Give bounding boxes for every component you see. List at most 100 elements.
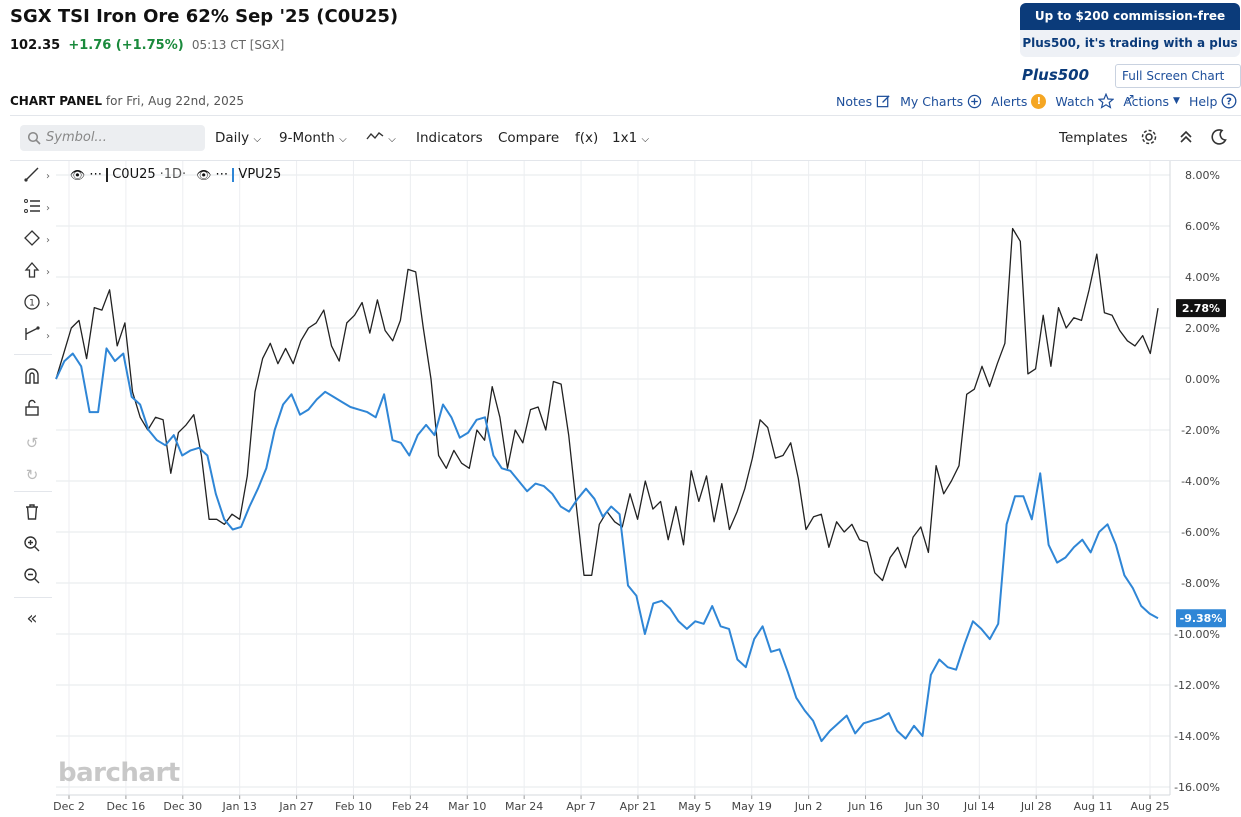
price-change: +1.76 (+1.75%)	[68, 38, 184, 53]
double-chevron-up-icon	[1180, 130, 1192, 143]
more-icon[interactable]: ⋯	[89, 167, 103, 182]
delete-button[interactable]	[20, 503, 44, 527]
trash-icon	[26, 504, 38, 520]
help-link[interactable]: Help ?	[1189, 93, 1238, 109]
undo-button[interactable]: ↺	[20, 431, 44, 455]
number-circle-icon: 1	[24, 294, 40, 310]
symbol-search-input[interactable]: Symbol...	[20, 125, 205, 151]
trendline-icon	[24, 167, 39, 182]
star-icon	[1098, 93, 1115, 109]
promo-banner[interactable]: Up to $200 commission-free bonus Plus500…	[1020, 3, 1240, 57]
more-icon[interactable]: ⋯	[215, 167, 229, 182]
quote-line: 102.35 +1.76 (+1.75%) 05:13 CT [SGX]	[10, 38, 284, 53]
actions-link[interactable]: Actions ▼	[1123, 94, 1180, 109]
my-charts-link[interactable]: My Charts	[900, 94, 982, 109]
actions-label: Actions	[1123, 93, 1170, 109]
eye-icon[interactable]: 👁	[196, 167, 212, 182]
measure-tool-button[interactable]: ›	[20, 325, 50, 349]
y-tick-label: -6.00%	[1181, 526, 1220, 539]
undo-icon: ↺	[25, 434, 39, 452]
watch-link[interactable]: Watch	[1055, 93, 1115, 109]
legend-series1-suffix: ·1D·	[159, 167, 187, 182]
y-tick-label: -14.00%	[1174, 730, 1220, 743]
lock-button[interactable]	[20, 399, 44, 423]
promo-bottom[interactable]: Plus500, it's trading with a plus	[1022, 36, 1238, 50]
collapse-button[interactable]	[1178, 128, 1194, 150]
alert-icon: !	[1031, 93, 1047, 109]
y-tick-label: 8.00%	[1185, 169, 1220, 182]
zoom-in-button[interactable]	[20, 535, 44, 559]
shape-tool-button[interactable]: ›	[20, 229, 50, 253]
measure-icon	[25, 326, 40, 340]
last-value-badge	[1176, 299, 1226, 318]
chevron-down-icon: ⌵	[253, 134, 262, 145]
trendline-tool-button[interactable]: ›	[20, 165, 50, 189]
chevron-down-icon: ⌵	[339, 134, 347, 145]
last-value-badge	[1176, 609, 1226, 628]
x-tick-label: Feb 10	[335, 800, 372, 813]
compare-button[interactable]: Compare	[498, 130, 560, 146]
plus-circle-icon	[967, 94, 982, 108]
magnet-button[interactable]	[20, 367, 44, 391]
series-line-C0U25[interactable]	[55, 227, 1159, 582]
collapse-sidebar-button[interactable]: «	[20, 607, 44, 631]
notes-link[interactable]: Notes	[836, 94, 891, 109]
y-tick-label: 0.00%	[1185, 373, 1220, 386]
x-tick-label: Aug 11	[1074, 800, 1113, 813]
arrow-tool-button[interactable]: ›	[20, 261, 50, 285]
y-tick-label: -8.00%	[1181, 577, 1220, 590]
external-arrow-icon: ↗	[1125, 91, 1136, 105]
x-tick-label: May 19	[732, 800, 772, 813]
sidebar-divider	[14, 597, 52, 598]
legend-series2: VPU25	[238, 167, 282, 182]
series-line-VPU25[interactable]	[55, 347, 1159, 743]
chart-top-links: Notes My Charts Alerts ! Watch Actions ▼…	[836, 93, 1237, 109]
chart-panel-date: for Fri, Aug 22nd, 2025	[105, 94, 245, 108]
x-tick-label: May 5	[678, 800, 711, 813]
eye-icon[interactable]: 👁	[70, 167, 86, 182]
x-tick-label: Mar 24	[505, 800, 543, 813]
notes-label: Notes	[836, 93, 873, 109]
series1-swatch	[106, 167, 109, 182]
y-tick-label: -12.00%	[1174, 679, 1220, 692]
full-screen-chart-button[interactable]: Full Screen Chart ↗	[1115, 64, 1241, 105]
y-tick-label: 2.00%	[1185, 322, 1220, 335]
settings-button[interactable]	[1140, 128, 1158, 150]
help-label: Help	[1188, 93, 1218, 109]
full-screen-chart-label: Full Screen Chart	[1122, 69, 1225, 83]
interval-dropdown[interactable]: Daily ⌵	[215, 130, 261, 146]
redo-icon: ↻	[25, 466, 39, 484]
series2-swatch	[232, 167, 235, 182]
plus500-logo[interactable]: Plus500	[1022, 66, 1090, 84]
line-chart-icon	[366, 132, 384, 140]
fx-button[interactable]: f(x)	[575, 130, 599, 146]
alerts-link[interactable]: Alerts !	[991, 93, 1047, 109]
chart-toolbar: Symbol... Daily ⌵ 9-Month ⌵ ⌵ Indicators…	[10, 115, 1241, 161]
my-charts-label: My Charts	[900, 93, 964, 109]
zoom-out-button[interactable]	[20, 567, 44, 591]
watch-label: Watch	[1055, 93, 1095, 109]
sidebar-divider	[14, 491, 52, 492]
double-chevron-left-icon: «	[26, 608, 38, 629]
range-dropdown[interactable]: 9-Month ⌵	[279, 130, 347, 146]
x-tick-label: Jun 16	[847, 800, 883, 813]
dark-mode-toggle[interactable]	[1210, 128, 1228, 150]
page-title: SGX TSI Iron Ore 62% Sep '25 (C0U25)	[10, 6, 399, 27]
annotation-tool-button[interactable]: 1 ›	[20, 293, 50, 317]
fib-tool-button[interactable]: ›	[20, 197, 50, 221]
caret-down-icon: ▼	[1173, 96, 1180, 106]
promo-top[interactable]: Up to $200 commission-free bonus	[1020, 3, 1240, 50]
x-tick-label: Jul 28	[1020, 800, 1052, 813]
y-tick-label: -10.00%	[1174, 628, 1220, 641]
x-tick-label: Aug 25	[1131, 800, 1170, 813]
templates-button[interactable]: Templates	[1059, 130, 1128, 146]
quote-time: 05:13 CT [SGX]	[191, 38, 285, 52]
drawing-tools-sidebar: › › › › 1 › › ↺ ↻ «	[10, 161, 52, 641]
last-price: 102.35	[10, 38, 61, 53]
redo-button[interactable]: ↻	[20, 463, 44, 487]
x-tick-label: Jan 13	[221, 800, 256, 813]
layout-dropdown[interactable]: 1x1 ⌵	[612, 130, 649, 146]
chart-type-dropdown[interactable]: ⌵	[366, 130, 396, 146]
indicators-button[interactable]: Indicators	[416, 130, 483, 146]
